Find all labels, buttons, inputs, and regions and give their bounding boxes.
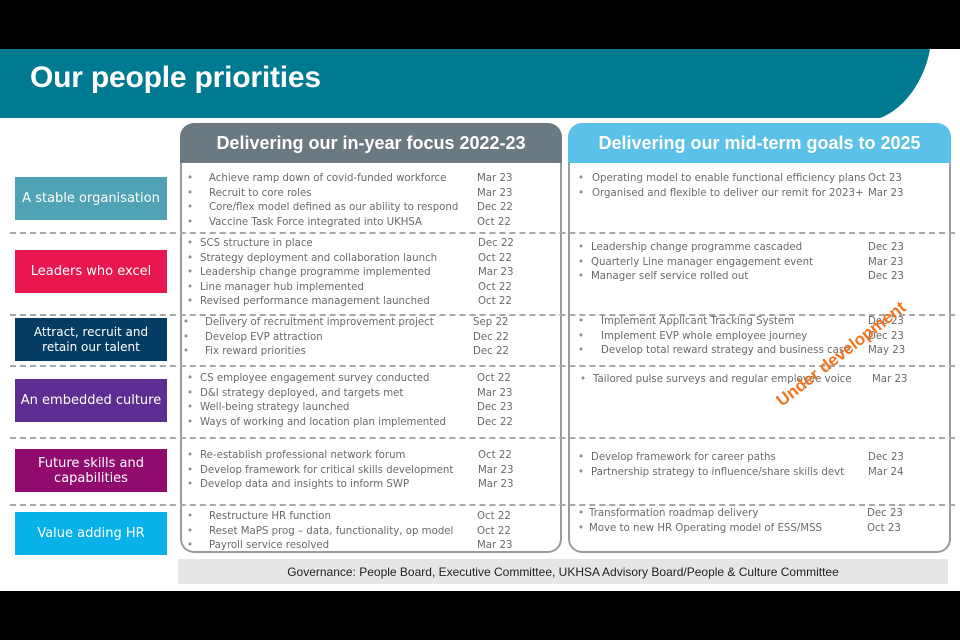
list-item: • Vaccine Task Force integrated into UKHS… — [187, 216, 511, 228]
category-label: An embedded culture — [20, 393, 162, 408]
list-item: • Delivery of recruitment improvement pro… — [183, 317, 509, 328]
row-divider — [10, 437, 955, 439]
row-divider — [10, 314, 955, 316]
category-label: Value adding HR — [37, 526, 145, 541]
in-year-group-leaders: • SCS structure in place Dec 22 • Strategy … — [187, 237, 514, 310]
list-item: • D&I strategy deployed, and targets met M… — [187, 387, 513, 399]
category-label: A stable organisation — [22, 191, 160, 206]
list-item: • Transformation roadmap delivery Dec 23 — [578, 508, 903, 519]
in-year-header-text: Delivering our in-year focus 2022-23 — [216, 132, 526, 153]
list-item: • Organised and flexible to deliver our r… — [578, 187, 904, 199]
banner-shape — [0, 49, 930, 118]
list-item: • Quarterly Line manager engagement event… — [578, 256, 904, 268]
list-item: • Ways of working and location plan imple… — [187, 416, 513, 428]
list-item: • Move to new HR Operating model of ESS/M… — [578, 522, 901, 534]
governance-text: Governance: People Board, Executive Comm… — [287, 564, 839, 579]
list-item: • Core/flex model defined as our ability … — [187, 202, 513, 213]
row-divider — [10, 504, 955, 506]
list-item: • Manager self service rolled out Dec 23 — [578, 271, 904, 282]
category-label: Attract, recruit and retain our talent — [33, 324, 149, 354]
governance-bar: Governance: People Board, Executive Comm… — [178, 559, 948, 584]
mid-term-group-leaders: • Leadership change programme cascaded Dec… — [578, 241, 904, 285]
list-item: • Implement Applicant Tracking System Dec … — [578, 316, 904, 327]
category-embedded-culture: An embedded culture — [15, 379, 167, 422]
list-item: • Develop data and insights to inform SWP… — [187, 479, 514, 490]
list-item: • Develop framework for career paths Dec 2… — [578, 452, 904, 463]
list-item: • Tailored pulse surveys and regular empl… — [580, 374, 908, 385]
list-item: • Develop framework for critical skills d… — [187, 464, 514, 476]
page-title: Our people priorities — [30, 61, 321, 94]
list-item: • Restructure HR function Oct 22 — [187, 511, 511, 522]
in-year-panel — [180, 163, 562, 553]
list-item: • Leadership change programme implemented… — [187, 267, 514, 278]
category-label: Future skills and capabilities — [37, 455, 145, 486]
mid-term-group-attract: • Implement Applicant Tracking System Dec … — [578, 315, 906, 359]
list-item: • Partnership strategy to influence/share… — [578, 466, 904, 478]
category-leaders-who-excel: Leaders who excel — [15, 250, 167, 293]
in-year-group-attract: • Delivery of recruitment improvement pro… — [183, 316, 509, 360]
list-item: • Implement EVP whole employee journey Dec… — [578, 330, 904, 342]
slide: Our people priorities A stable organisat… — [0, 49, 960, 591]
list-item: • Fix reward priorities Dec 22 — [183, 346, 509, 357]
category-value-adding-hr: Value adding HR — [15, 512, 167, 555]
list-item: • Line manager hub implemented Oct 22 — [187, 281, 512, 293]
in-year-group-skills: • Re-establish professional network forum… — [187, 449, 514, 493]
category-attract-recruit-retain: Attract, recruit and retain our talent — [15, 318, 167, 361]
title-banner: Our people priorities — [0, 49, 960, 118]
list-item: • Develop total reward strategy and busin… — [578, 345, 906, 356]
mid-term-header: Delivering our mid-term goals to 2025 — [568, 123, 951, 163]
list-item: • Revised performance management launched… — [187, 296, 512, 307]
list-item: • Reset MaPS prog – data, functionality, … — [187, 525, 511, 537]
mid-term-group-stable: • Operating model to enable functional ef… — [578, 172, 904, 201]
list-item: • SCS structure in place Dec 22 — [187, 238, 514, 249]
list-item: • Leadership change programme cascaded Dec… — [578, 242, 904, 253]
list-item: • Operating model to enable functional ef… — [578, 173, 902, 184]
list-item: • Payroll service resolved Mar 23 — [187, 540, 513, 551]
list-item: • Achieve ramp down of covid-funded workf… — [187, 173, 513, 184]
list-item: • Well-being strategy launched Dec 23 — [187, 402, 513, 413]
list-item: • CS employee engagement survey conducted… — [187, 373, 511, 384]
list-item: • Re-establish professional network forum… — [187, 450, 512, 461]
mid-term-group-culture: • Tailored pulse surveys and regular empl… — [580, 373, 908, 388]
row-divider — [10, 365, 955, 367]
in-year-group-hr: • Restructure HR function Oct 22 • Reset Ma… — [187, 510, 513, 554]
category-stable-organisation: A stable organisation — [15, 177, 167, 220]
row-divider — [10, 232, 955, 234]
mid-term-header-text: Delivering our mid-term goals to 2025 — [598, 132, 921, 153]
category-label: Leaders who excel — [30, 264, 152, 279]
list-item: • Strategy deployment and collaboration l… — [187, 252, 512, 264]
in-year-header: Delivering our in-year focus 2022-23 — [180, 123, 562, 163]
mid-term-group-skills: • Develop framework for career paths Dec 2… — [578, 451, 904, 480]
mid-term-panel — [568, 163, 951, 553]
in-year-group-culture: • CS employee engagement survey conducted… — [187, 372, 513, 430]
list-item: • Recruit to core roles Mar 23 — [187, 187, 513, 199]
mid-term-group-hr: • Transformation roadmap delivery Dec 23 •… — [578, 507, 903, 536]
category-future-skills: Future skills and capabilities — [15, 449, 167, 492]
in-year-group-stable: • Achieve ramp down of covid-funded workf… — [187, 172, 513, 230]
list-item: • Develop EVP attraction Dec 22 — [183, 331, 509, 343]
